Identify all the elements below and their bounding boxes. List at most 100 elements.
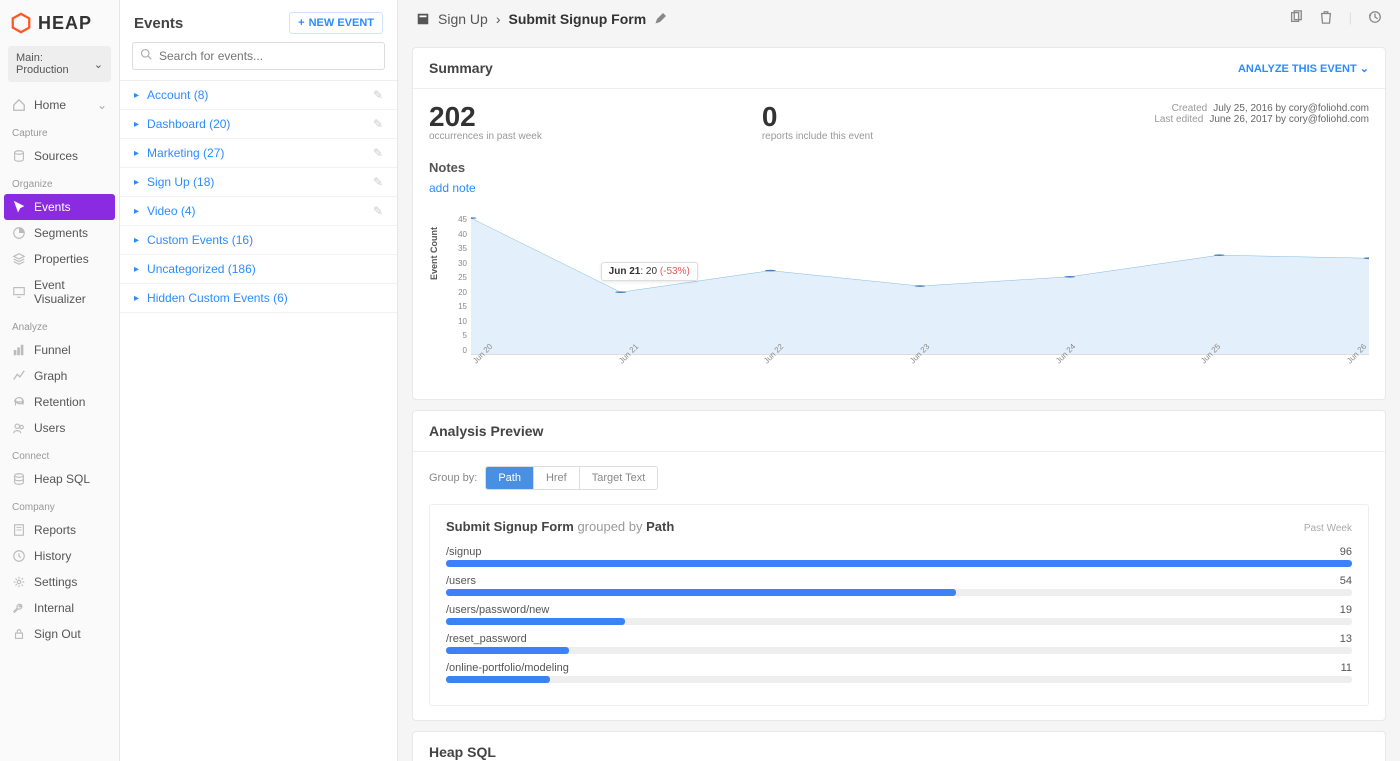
nav-section-label: Connect [0,441,119,466]
breadcrumb-current: Submit Signup Form [508,11,646,27]
nav-item-settings[interactable]: Settings [0,569,119,595]
project-name: Main: Production [16,52,94,76]
pencil-icon[interactable]: ✎ [373,88,383,102]
nav-item-sources[interactable]: Sources [0,143,119,169]
category-item[interactable]: ▸Custom Events (16) [120,226,397,255]
nav-item-retention[interactable]: Retention [0,389,119,415]
summary-card: Summary ANALYZE THIS EVENT ⌄ 202 occurre… [412,47,1386,400]
pencil-icon[interactable] [654,13,666,25]
nav-item-internal[interactable]: Internal [0,595,119,621]
nav-home[interactable]: Home ⌄ [0,92,119,118]
analyze-event-link[interactable]: ANALYZE THIS EVENT ⌄ [1238,62,1369,75]
caret-right-icon: ▸ [134,119,139,130]
pencil-icon[interactable]: ✎ [373,146,383,160]
bars-period: Past Week [1304,523,1352,534]
nav-item-history[interactable]: History [0,543,119,569]
breadcrumb-parent[interactable]: Sign Up [438,11,488,27]
nav-item-graph[interactable]: Graph [0,363,119,389]
category-item[interactable]: ▸Uncategorized (186) [120,255,397,284]
lock-icon [12,627,26,641]
cursor-icon [12,200,26,214]
nav-item-properties[interactable]: Properties [0,246,119,272]
bar-row: /reset_password13 [446,633,1352,654]
analysis-title: Analysis Preview [429,423,543,439]
caret-right-icon: ▸ [134,264,139,275]
category-item[interactable]: ▸Video (4)✎ [120,197,397,226]
category-item[interactable]: ▸Account (8)✎ [120,81,397,110]
bar-row: /users54 [446,575,1352,596]
nav-section-label: Analyze [0,312,119,337]
category-item[interactable]: ▸Dashboard (20)✎ [120,110,397,139]
nav-item-funnel[interactable]: Funnel [0,337,119,363]
stack-icon [12,252,26,266]
left-nav: HEAP Main: Production ⌄ Home ⌄ CaptureSo… [0,0,120,761]
category-item[interactable]: ▸Sign Up (18)✎ [120,168,397,197]
caret-right-icon: ▸ [134,177,139,188]
notes-heading: Notes [429,160,1369,175]
breadcrumb: Sign Up › Submit Signup Form [416,11,666,27]
nav-item-users[interactable]: Users [0,415,119,441]
tab-href[interactable]: Href [534,467,580,489]
db-icon [12,472,26,486]
line-icon [12,369,26,383]
event-meta: CreatedJuly 25, 2016 by cory@foliohd.com… [1154,103,1369,125]
nav-section-label: Company [0,492,119,517]
bar-row: /signup96 [446,546,1352,567]
project-selector[interactable]: Main: Production ⌄ [8,46,111,82]
nav-item-segments[interactable]: Segments [0,220,119,246]
pencil-icon[interactable]: ✎ [373,175,383,189]
search-input[interactable] [132,42,385,70]
gear-icon [12,575,26,589]
nav-item-event-visualizer[interactable]: Event Visualizer [0,272,119,312]
nav-item-events[interactable]: Events [4,194,115,220]
caret-right-icon: ▸ [134,293,139,304]
clock-icon [12,549,26,563]
new-event-button[interactable]: + NEW EVENT [289,12,383,34]
caret-right-icon: ▸ [134,90,139,101]
summary-title: Summary [429,60,493,76]
groupby-label: Group by: [429,472,477,484]
occurrences-stat: 202 occurrences in past week [429,103,542,142]
category-item[interactable]: ▸Marketing (27)✎ [120,139,397,168]
heap-sql-card: Heap SQL sign_up_submit_signup Last sync… [412,731,1386,761]
event-count-chart: Event Count 454035302520151050 Jun 21: 2… [429,215,1369,385]
add-note-link[interactable]: add note [429,181,1369,195]
tab-target-text[interactable]: Target Text [580,467,658,489]
form-icon [416,12,430,26]
bars-title: Submit Signup Form grouped by Path [446,519,674,534]
logo[interactable]: HEAP [0,0,119,46]
plus-icon: + [298,17,304,29]
nav-item-heap-sql[interactable]: Heap SQL [0,466,119,492]
tab-path[interactable]: Path [486,467,534,489]
caret-right-icon: ▸ [134,235,139,246]
pencil-icon[interactable]: ✎ [373,204,383,218]
copy-icon[interactable] [1289,10,1303,27]
chevron-down-icon: ⌄ [94,58,103,71]
pie-icon [12,226,26,240]
users-icon [12,421,26,435]
chevron-down-icon: ⌄ [97,98,107,112]
search-icon [140,48,152,63]
nav-section-label: Capture [0,118,119,143]
home-icon [12,98,26,112]
wrench-icon [12,601,26,615]
analysis-card: Analysis Preview Group by: PathHrefTarge… [412,410,1386,721]
bars-icon [12,343,26,357]
history-icon[interactable] [1368,10,1382,27]
heap-logo-icon [10,12,32,34]
bar-row: /online-portfolio/modeling11 [446,662,1352,683]
category-item[interactable]: ▸Hidden Custom Events (6) [120,284,397,313]
trash-icon[interactable] [1319,10,1333,27]
events-title: Events [134,15,183,32]
sql-title: Heap SQL [429,744,496,760]
caret-right-icon: ▸ [134,206,139,217]
report-icon [12,523,26,537]
chart-tooltip: Jun 21: 20 (-53%) [601,262,698,281]
nav-item-sign-out[interactable]: Sign Out [0,621,119,647]
events-panel: Events + NEW EVENT ▸Account (8)✎▸Dashboa… [120,0,398,761]
pencil-icon[interactable]: ✎ [373,117,383,131]
groupby-tabs: PathHrefTarget Text [485,466,658,490]
nav-item-reports[interactable]: Reports [0,517,119,543]
logo-text: HEAP [38,13,92,34]
reports-stat: 0 reports include this event [762,103,873,142]
